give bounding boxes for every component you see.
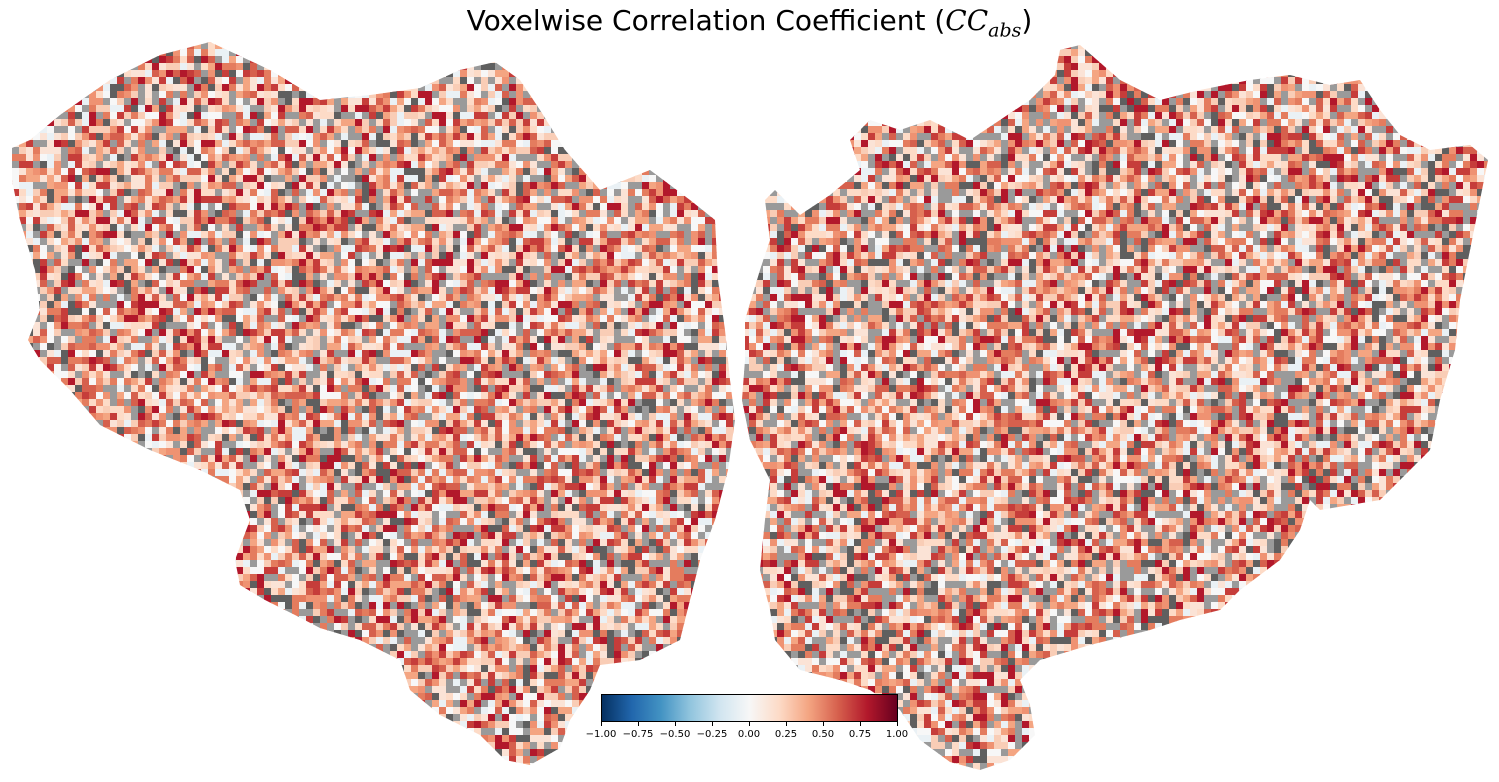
title-prefix: Voxelwise Correlation Coefficient ( — [467, 4, 946, 37]
colorbar-tick — [897, 722, 898, 726]
right-hemisphere-voxels — [742, 45, 1488, 770]
left-hemisphere-voxels — [12, 42, 735, 765]
colorbar-tick — [860, 722, 861, 726]
left-hemisphere — [12, 42, 735, 765]
colorbar-tick — [712, 722, 713, 726]
colorbar-tick — [601, 722, 602, 726]
colorbar — [601, 694, 898, 722]
right-hemisphere — [742, 45, 1488, 770]
colorbar-tick-label: 1.00 — [872, 729, 922, 740]
colorbar-tick — [675, 722, 676, 726]
colorbar-tick-label: −0.50 — [650, 729, 700, 740]
colorbar-tick-label: −1.00 — [576, 729, 626, 740]
colorbar-tick — [638, 722, 639, 726]
colorbar-tick — [823, 722, 824, 726]
colorbar-tick-label: −0.25 — [687, 729, 737, 740]
colorbar-tick-label: 0.00 — [724, 729, 774, 740]
colorbar-tick-label: −0.75 — [613, 729, 663, 740]
title-suffix: ) — [1021, 4, 1032, 37]
colorbar-tick — [749, 722, 750, 726]
title-symbol: CCabs — [945, 4, 1021, 42]
colorbar-tick — [786, 722, 787, 726]
colorbar-tick-label: 0.25 — [761, 729, 811, 740]
figure-title: Voxelwise Correlation Coefficient (CCabs… — [0, 4, 1499, 42]
colorbar-tick-label: 0.50 — [798, 729, 848, 740]
title-subscript: abs — [988, 20, 1021, 42]
colorbar-tick-label: 0.75 — [835, 729, 885, 740]
